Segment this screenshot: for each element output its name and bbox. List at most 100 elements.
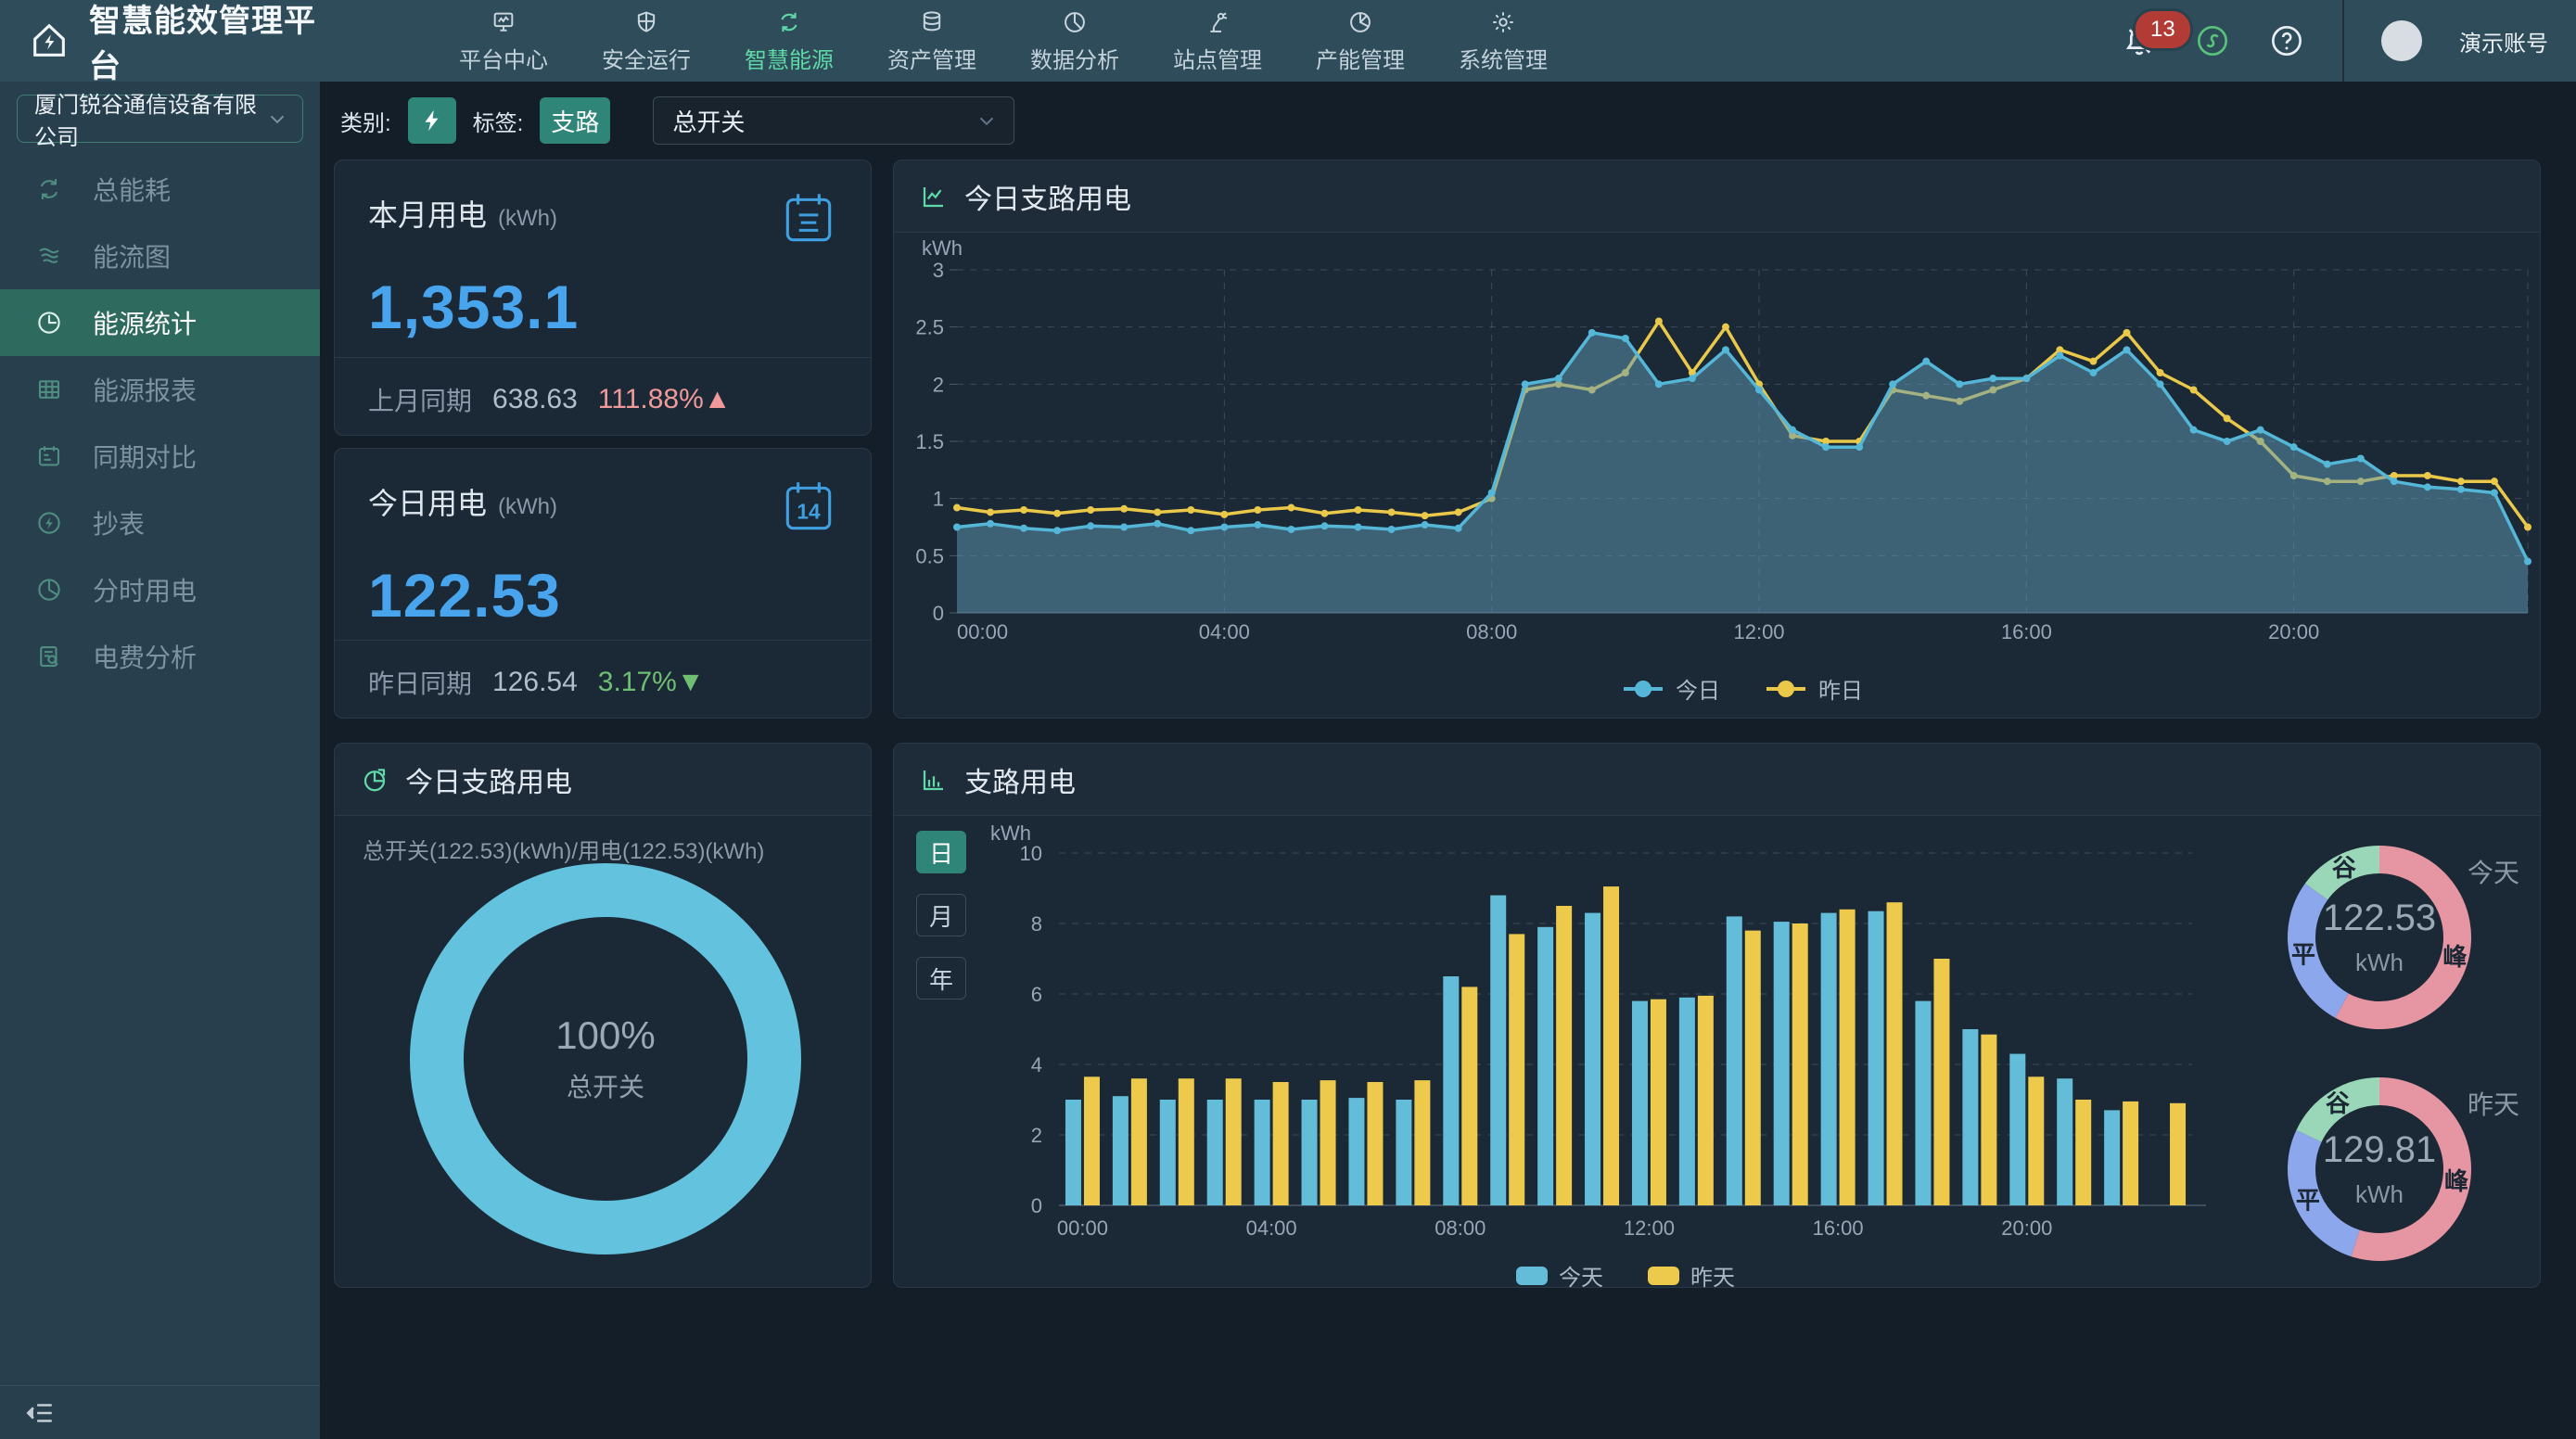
nav-item-data-analysis[interactable]: 数据分析	[1030, 8, 1119, 74]
svg-text:04:00: 04:00	[1246, 1216, 1297, 1240]
branch-usage-bar-panel: 支路用电 日 月 年 0246810kWh00:0004:0008:0012:0…	[893, 743, 2541, 1288]
compare-value: 638.63	[492, 384, 578, 415]
legend-item-昨日[interactable]: 昨日	[1765, 672, 1863, 705]
legend-item-今天[interactable]: 今天	[1516, 1259, 1603, 1292]
table-icon	[35, 376, 63, 403]
tou-donut-today: 峰平谷 122.53 kWh	[2264, 821, 2495, 1053]
svg-text:2.5: 2.5	[915, 316, 944, 339]
robot-arm-icon	[1205, 8, 1231, 36]
svg-text:0: 0	[933, 602, 944, 625]
compare-label: 昨日同期	[368, 664, 472, 701]
panel-title: 支路用电	[964, 759, 1076, 800]
tag-label: 标签:	[473, 105, 524, 137]
nav-item-platform-center[interactable]: 平台中心	[459, 8, 548, 74]
compare-value: 126.54	[492, 667, 578, 698]
navbar-right: 13 演示账号	[2122, 0, 2548, 82]
svg-text:平: 平	[2291, 940, 2315, 968]
home-logo-icon	[28, 19, 70, 62]
svg-text:1.5: 1.5	[915, 430, 944, 453]
legend-item-昨天[interactable]: 昨天	[1648, 1259, 1735, 1292]
switch-select[interactable]: 总开关	[653, 96, 1014, 145]
nav-item-capacity-management[interactable]: 产能管理	[1316, 8, 1405, 74]
svg-text:平: 平	[2296, 1186, 2320, 1214]
sidebar-item-meter-reading[interactable]: 抄表	[0, 490, 320, 556]
category-electric-button[interactable]	[408, 97, 456, 144]
compare-label: 上月同期	[368, 381, 472, 418]
svg-text:04:00: 04:00	[1199, 620, 1250, 643]
legend-item-今日[interactable]: 今日	[1622, 672, 1720, 705]
category-label: 类别:	[340, 105, 391, 137]
panel-header: 支路用电	[894, 744, 2540, 816]
tag-branch-button[interactable]: 支路	[540, 97, 610, 144]
calendar-lines-icon	[778, 188, 839, 254]
divider	[335, 640, 871, 641]
svg-text:2: 2	[933, 373, 944, 396]
donut-canvas: 峰平谷	[2264, 1053, 2495, 1285]
calendar-day-icon: 14	[778, 477, 839, 542]
app-root: 智慧能效管理平台 平台中心 安全运行 智慧能源 资产管理 数据分析	[0, 0, 2576, 1439]
line-chart-icon	[920, 183, 948, 210]
nav-item-system-management[interactable]: 系统管理	[1459, 8, 1548, 74]
company-selector[interactable]: 厦门锐谷通信设备有限公司	[17, 95, 303, 143]
sidebar-item-total-energy[interactable]: 总能耗	[0, 156, 320, 223]
recycle-icon	[776, 8, 802, 36]
help-icon[interactable]	[2268, 22, 2305, 59]
svg-text:14: 14	[797, 499, 821, 523]
chevron-down-icon	[975, 108, 999, 133]
company-name: 厦门锐谷通信设备有限公司	[34, 86, 265, 151]
svg-text:0.5: 0.5	[915, 544, 944, 567]
pie-chart-icon	[1062, 8, 1088, 36]
nav-item-asset-management[interactable]: 资产管理	[887, 8, 976, 74]
nav-item-site-management[interactable]: 站点管理	[1173, 8, 1262, 74]
top-menu: 平台中心 安全运行 智慧能源 资产管理 数据分析 站点管理	[459, 8, 1548, 74]
tou-today-label: 今天	[2468, 853, 2519, 890]
svg-text:2: 2	[1031, 1124, 1042, 1147]
svg-text:00:00: 00:00	[957, 620, 1008, 643]
bolt-circle-icon	[35, 509, 63, 537]
pie-donut-icon	[1347, 8, 1373, 36]
month-usage-card: 本月用电 (kWh) 1,353.1 上月同期 638.63 111.88%▲	[334, 159, 872, 436]
donut-canvas: 峰平谷	[2264, 821, 2495, 1053]
today-branch-donut-panel: 今日支路用电 总开关(122.53)(kWh)/用电(122.53)(kWh) …	[334, 743, 872, 1288]
sidebar-item-energy-statistics[interactable]: 能源统计	[0, 289, 320, 356]
sidebar-item-energy-report[interactable]: 能源报表	[0, 356, 320, 423]
sidebar-item-tariff-analysis[interactable]: 电费分析	[0, 623, 320, 690]
shield-icon	[633, 8, 659, 36]
pie-chart-icon	[361, 766, 389, 794]
calendar-icon	[35, 442, 63, 470]
line-chart-legend: 今日 昨日	[957, 672, 2528, 705]
panel-header: 今日支路用电	[894, 160, 2540, 233]
notification-badge: 13	[2133, 8, 2193, 51]
waves-icon	[35, 242, 63, 270]
filter-bar: 类别: 标签: 支路 总开关	[320, 82, 1014, 159]
avatar[interactable]	[2381, 20, 2422, 61]
notifications-button[interactable]: 13	[2122, 23, 2157, 58]
nav-item-smart-energy[interactable]: 智慧能源	[745, 8, 834, 74]
sidebar-item-energy-flow[interactable]: 能流图	[0, 223, 320, 289]
card-unit: (kWh)	[498, 494, 557, 520]
svg-text:谷: 谷	[2332, 854, 2357, 882]
card-title: 今日用电	[368, 480, 487, 523]
sidebar-collapse-button[interactable]	[0, 1385, 320, 1439]
platform-center-icon	[491, 8, 516, 36]
svg-text:谷: 谷	[2326, 1089, 2351, 1117]
svg-text:08:00: 08:00	[1435, 1216, 1486, 1240]
divider	[335, 357, 871, 358]
sidebar-item-time-of-use[interactable]: 分时用电	[0, 556, 320, 623]
chevron-down-icon	[265, 107, 289, 131]
svg-text:12:00: 12:00	[1733, 620, 1784, 643]
bar-chart-icon	[920, 766, 948, 794]
account-name[interactable]: 演示账号	[2459, 25, 2548, 57]
pie-clock-icon	[35, 309, 63, 337]
down-triangle-icon: ▼	[677, 667, 705, 697]
brand: 智慧能效管理平台	[28, 0, 320, 86]
link-icon[interactable]	[2194, 22, 2231, 59]
panel-title: 今日支路用电	[405, 759, 572, 800]
sidebar-item-period-compare[interactable]: 同期对比	[0, 423, 320, 490]
bolt-icon	[419, 108, 445, 134]
svg-text:8: 8	[1031, 912, 1042, 936]
svg-text:3: 3	[933, 259, 944, 282]
nav-item-safe-operation[interactable]: 安全运行	[602, 8, 691, 74]
svg-text:00:00: 00:00	[1057, 1216, 1108, 1240]
svg-text:08:00: 08:00	[1466, 620, 1517, 643]
